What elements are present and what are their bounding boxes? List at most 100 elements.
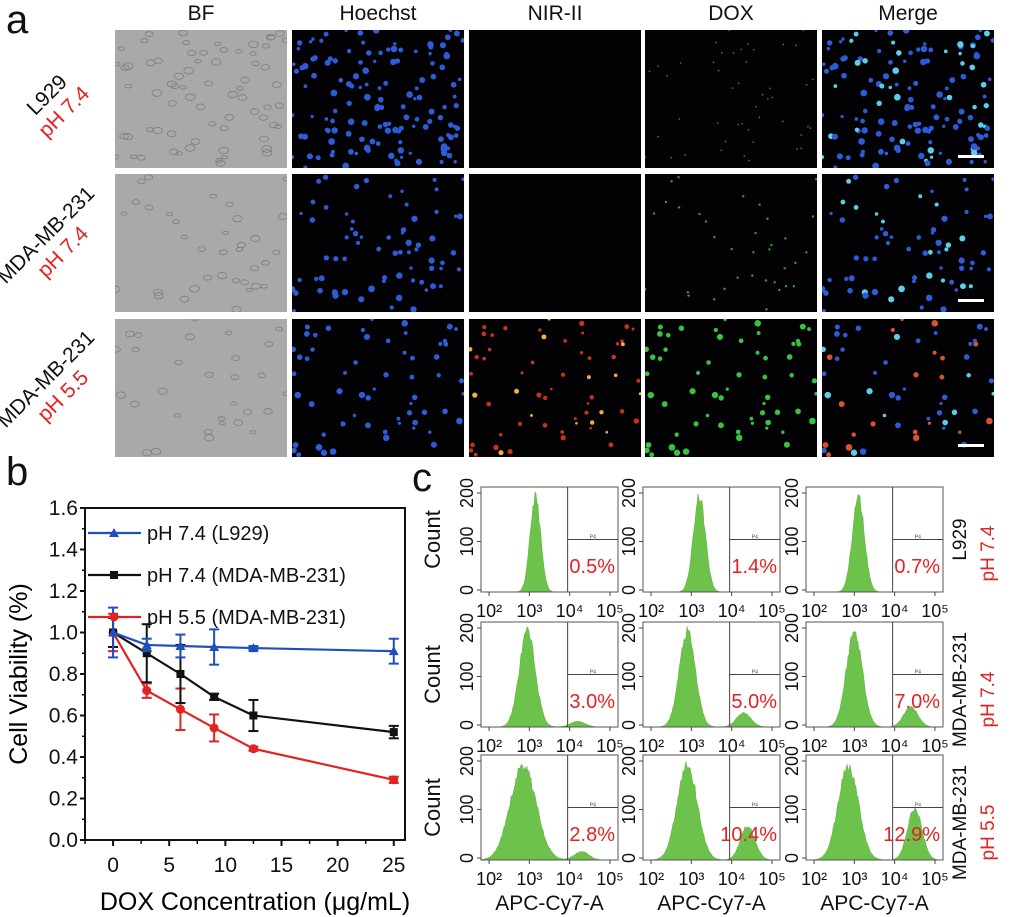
y-tick-label: 1.2 [49, 580, 78, 603]
data-point-triangle [209, 642, 220, 652]
x-tick-label: 10² [801, 601, 827, 621]
column-header-hoechst: Hoechst [339, 2, 417, 25]
gate-percent: 2.8% [569, 824, 615, 846]
x-tick-label: 10⁴ [718, 601, 746, 621]
histogram-r1-c2: P4 1.4% 0 100 200 10² 10³ 10⁴ 10⁵ [619, 478, 786, 621]
y-tick-label: 0 [619, 720, 639, 730]
gate-label: P4 [752, 803, 758, 809]
series-2 [108, 616, 399, 740]
gate-label: P4 [915, 803, 921, 809]
y-tick-label: 200 [619, 478, 639, 508]
row-label-c-1: L929 pH 7.4 [950, 518, 999, 581]
x-tick-label: 10² [476, 601, 502, 621]
micrograph-bf-row-3 [115, 319, 287, 457]
y-tick-label: 0 [619, 853, 639, 863]
data-point-triangle [108, 627, 119, 637]
row-label-cell: MDA-MB-231 [950, 632, 971, 747]
x-tick-label: 10³ [841, 601, 867, 621]
y-tick-label: 200 [457, 478, 477, 508]
x-tick-label: 10³ [516, 736, 542, 756]
data-point-triangle [175, 640, 186, 650]
data-point-triangle [248, 643, 259, 653]
micrograph-hoechst-row-1 [292, 30, 464, 168]
y-tick-label: 100 [457, 661, 477, 691]
data-point-triangle [109, 528, 119, 537]
row-label-cell: MDA-MB-231 [950, 765, 971, 880]
row-label-ph: pH 7.4 [978, 671, 999, 727]
legend: pH 7.4 (L929) pH 7.4 (MDA-MB-231) pH 5.5 (… [88, 523, 346, 629]
micrograph-merge-row-1 [822, 30, 994, 168]
data-point-square [389, 728, 398, 737]
x-tick-label: 10² [638, 736, 664, 756]
y-tick-label: 1.6 [49, 497, 78, 520]
row-label-1: L929 pH 7.4 [0, 45, 115, 164]
histogram-fill [643, 626, 780, 728]
count-axis-label: Count [420, 510, 445, 569]
data-point-circle [248, 744, 258, 754]
column-header-bf: BF [187, 2, 215, 25]
y-axis-label: Cell Viability (%) [5, 583, 33, 765]
x-tick-label: 10² [801, 736, 827, 756]
data-point-square [210, 692, 219, 701]
gate-percent: 12.9% [883, 824, 940, 846]
legend-label: pH 7.4 (MDA-MB-231) [147, 565, 346, 587]
histogram-r2-c1: P4 3.0% 0 100 200 10² 10³ 10⁴ 10⁵ [457, 613, 624, 756]
x-tick-label: 10⁵ [758, 869, 785, 889]
x-tick-label: 10² [638, 601, 664, 621]
x-tick-label: 5 [163, 854, 175, 877]
y-tick-label: 100 [619, 794, 639, 824]
x-tick-label: 10⁴ [556, 601, 584, 621]
legend-item: pH 5.5 (MDA-MB-231) [88, 607, 346, 629]
gate-percent: 7.0% [894, 691, 940, 713]
histogram-r3-c3: P4 12.9% 0 100 200 10² 10³ 10⁴ 10⁵ APC-Cy7-A [782, 746, 949, 915]
row-label-2: MDA-MB-231 pH 7.4 [0, 174, 125, 314]
x-tick-label: 10⁵ [596, 601, 623, 621]
data-point-circle [142, 686, 152, 696]
x-tick-label: 10³ [841, 736, 867, 756]
x-tick-label: 10³ [516, 869, 542, 889]
y-tick-label: 200 [457, 746, 477, 776]
y-tick-label: 100 [457, 794, 477, 824]
x-tick-label: 10³ [841, 869, 867, 889]
gate-label: P4 [590, 535, 596, 541]
column-header-merge: Merge [878, 2, 938, 25]
micrograph-bf-row-1 [115, 30, 287, 168]
x-tick-label: 25 [382, 854, 405, 877]
histogram-r2-c2: P4 5.0% 0 100 200 10² 10³ 10⁴ 10⁵ [619, 613, 786, 756]
gate-label: P4 [590, 670, 596, 676]
data-point-square [249, 711, 258, 720]
x-tick-label: 10⁵ [921, 736, 948, 756]
gate-label: P4 [752, 535, 758, 541]
row-label-c-2: MDA-MB-231 pH 7.4 [950, 632, 999, 747]
histogram-fill [480, 763, 618, 861]
legend-label: pH 5.5 (MDA-MB-231) [147, 607, 346, 629]
panel-a-letter: a [6, 0, 29, 42]
x-tick-label: 10⁴ [556, 869, 584, 889]
x-tick-label: 10⁵ [596, 869, 623, 889]
micrograph-merge-row-2 [822, 174, 994, 312]
micrograph-merge-row-3 [822, 319, 994, 457]
data-point-circle [209, 723, 219, 733]
data-point-triangle [388, 646, 399, 656]
data-point-triangle [141, 639, 152, 649]
gate-label: P4 [752, 670, 758, 676]
x-tick-label: 10⁴ [718, 869, 746, 889]
histogram-r3-c1: P4 2.8% 0 100 200 10² 10³ 10⁴ 10⁵ APC-Cy7-A [457, 746, 624, 915]
y-tick-label: 0.6 [49, 705, 78, 728]
micrograph-dox-row-3 [645, 319, 817, 457]
row-label-3: MDA-MB-231 pH 5.5 [0, 318, 125, 458]
scale-bar [958, 444, 984, 447]
data-point-circle [175, 704, 185, 714]
series-line [112, 631, 395, 781]
y-tick-label: 1.0 [49, 622, 78, 645]
y-tick-label: 100 [782, 526, 802, 556]
y-tick-label: 100 [782, 794, 802, 824]
x-axis-label: APC-Cy7-A [495, 892, 604, 915]
series-line [112, 631, 394, 734]
count-axis-label: Count [420, 778, 445, 837]
legend-label: pH 7.4 (L929) [147, 523, 269, 545]
row-label-ph: pH 5.5 [978, 805, 999, 861]
y-tick-label: 0 [619, 585, 639, 595]
panel-c-letter: c [412, 456, 432, 500]
